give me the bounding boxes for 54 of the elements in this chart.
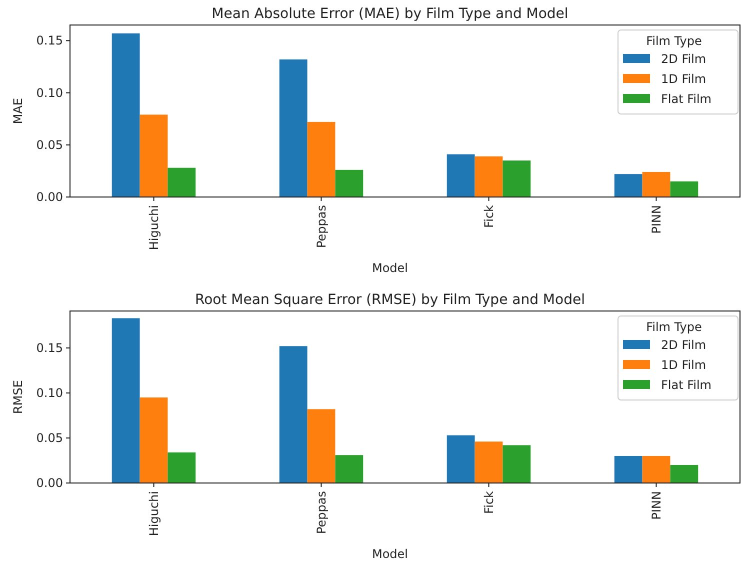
y-axis-title: MAE (11, 98, 25, 124)
x-tick-label: Peppas (314, 491, 328, 534)
bar (642, 172, 670, 197)
x-axis-title: Model (372, 547, 408, 561)
y-tick-label: 0.15 (36, 34, 63, 48)
bar (335, 170, 364, 197)
bar (474, 156, 503, 197)
legend-label: 2D Film (661, 338, 706, 352)
bar (140, 114, 168, 197)
bar (112, 33, 140, 197)
bar (140, 397, 168, 483)
bar (446, 435, 475, 483)
bar (614, 456, 642, 483)
x-axis-title: Model (372, 261, 408, 275)
legend-label: 1D Film (661, 72, 706, 86)
y-axis-title: RMSE (11, 380, 25, 414)
legend-title: Film Type (646, 34, 702, 48)
bar (112, 318, 140, 483)
bar (279, 59, 308, 197)
x-tick-label: PINN (649, 205, 664, 234)
bar (670, 181, 698, 197)
x-tick-label: Fick (482, 204, 496, 228)
y-tick-label: 0.00 (36, 190, 63, 204)
y-tick-label: 0.15 (36, 340, 63, 355)
y-tick-label: 0.10 (36, 86, 63, 100)
legend-title: Film Type (646, 320, 702, 334)
x-tick-label: Higuchi (146, 491, 161, 536)
legend-label: Flat Film (661, 378, 712, 392)
bar (307, 409, 336, 483)
y-tick-label: 0.05 (36, 430, 63, 445)
bar (614, 174, 642, 197)
bar (670, 464, 698, 483)
bar (168, 168, 196, 197)
y-tick-label: 0.10 (36, 386, 63, 400)
bar (307, 122, 336, 197)
legend-label: Flat Film (661, 92, 712, 106)
bar (502, 160, 531, 197)
x-tick-label: Peppas (314, 205, 328, 248)
bar (335, 455, 364, 483)
chart-title: Mean Absolute Error (MAE) by Film Type and Model (212, 6, 568, 22)
legend-label: 1D Film (661, 358, 706, 372)
chart-title: Root Mean Square Error (RMSE) by Film Type and Model (195, 292, 585, 308)
bar (446, 154, 475, 197)
bar (642, 456, 670, 483)
x-tick-label: PINN (649, 491, 664, 520)
y-tick-label: 0.00 (36, 476, 63, 490)
legend-label: 2D Film (661, 52, 706, 66)
x-tick-label: Fick (482, 490, 496, 514)
bar (168, 452, 196, 483)
x-tick-label: Higuchi (146, 205, 161, 250)
bar (279, 346, 308, 483)
bar (474, 442, 503, 483)
y-tick-label: 0.05 (36, 138, 63, 152)
bar (502, 445, 531, 483)
